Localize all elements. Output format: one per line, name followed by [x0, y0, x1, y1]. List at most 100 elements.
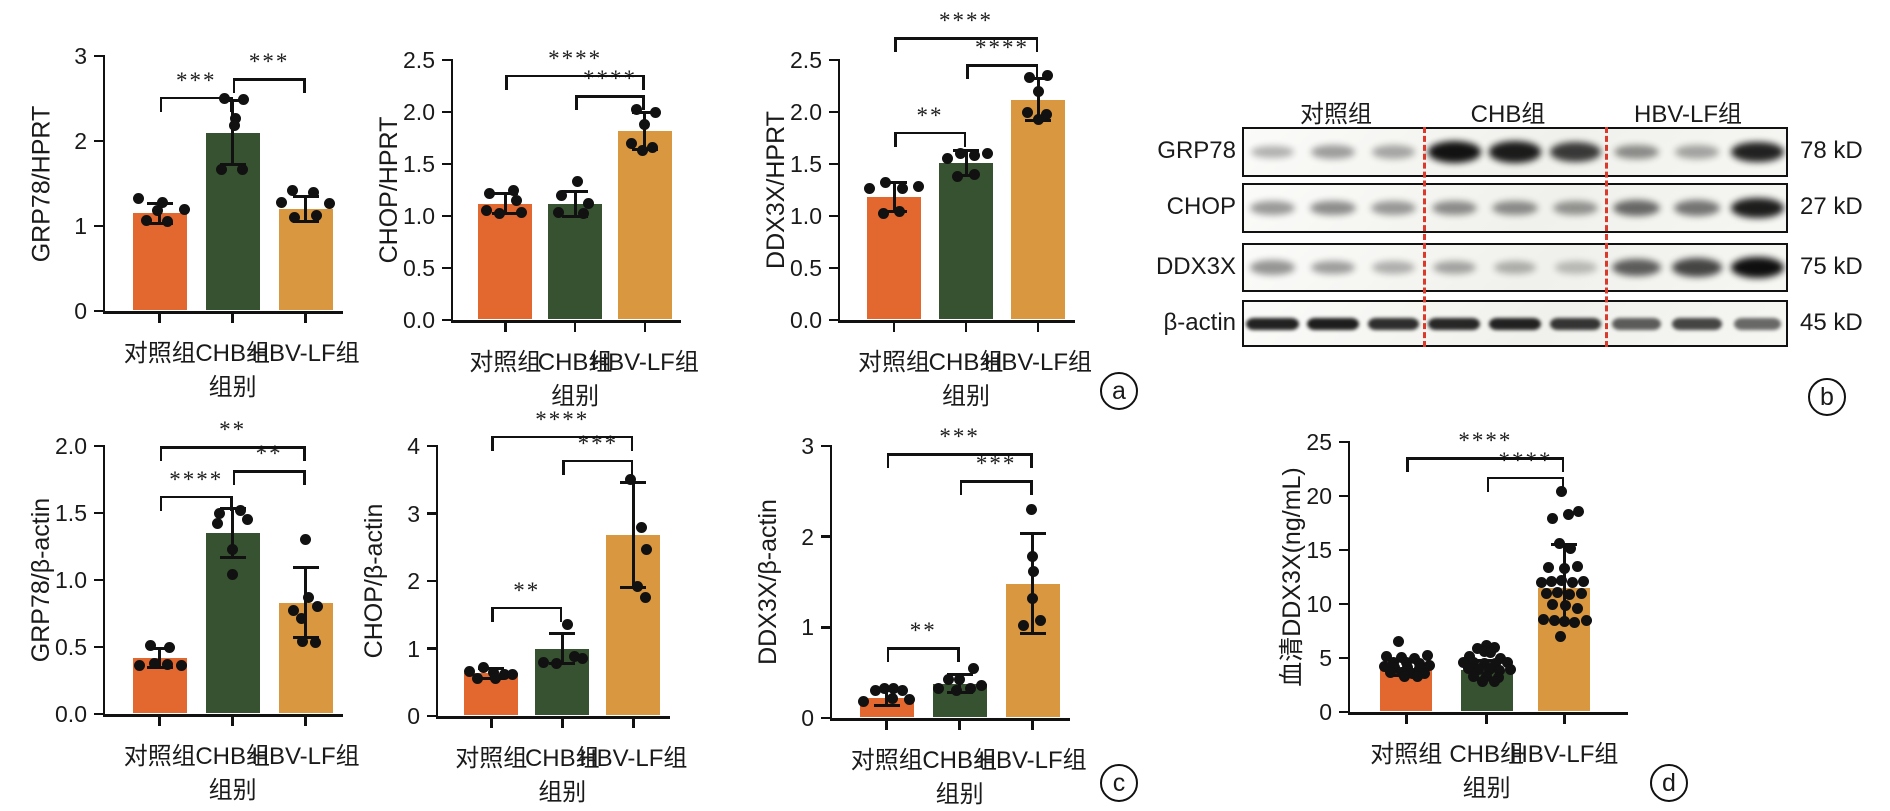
data-point [275, 196, 287, 208]
data-point [1483, 664, 1495, 676]
y-axis-tick [93, 444, 103, 448]
significance-bracket-line [1486, 476, 1565, 480]
blot-band [1428, 317, 1481, 330]
significance-label: **** [548, 45, 603, 71]
significance-label: ** [255, 441, 283, 467]
y-tick-label: 2 [407, 568, 420, 594]
data-point [1472, 642, 1484, 654]
x-axis-title: 组别 [208, 777, 257, 804]
data-point [625, 474, 637, 486]
y-axis-tick [828, 214, 838, 218]
data-point [156, 196, 168, 208]
significance-bracket-line [505, 74, 645, 78]
blot-band [1554, 261, 1597, 274]
significance-bracket-tick [159, 446, 163, 461]
data-point [310, 210, 322, 222]
y-axis-tick [820, 444, 830, 448]
data-point [1378, 661, 1390, 673]
data-point [1485, 647, 1497, 659]
data-point [556, 189, 568, 201]
data-point [516, 207, 528, 219]
data-point [1402, 662, 1414, 674]
data-point [1032, 113, 1044, 125]
significance-label: **** [582, 66, 637, 92]
bar [132, 213, 187, 310]
data-point [242, 514, 254, 526]
data-point [639, 118, 651, 130]
data-point [140, 215, 152, 227]
data-point [951, 685, 963, 697]
data-point [237, 93, 249, 105]
y-axis-tick [93, 54, 103, 58]
data-point [640, 592, 651, 604]
significance-bracket-tick [894, 37, 897, 53]
data-point [886, 692, 898, 704]
significance-bracket-tick [1561, 457, 1565, 473]
data-point [647, 141, 659, 153]
data-point [1017, 620, 1029, 632]
x-category-label: 对照组 [469, 349, 542, 376]
y-tick-label: 3 [74, 43, 87, 69]
significance-bracket-tick [303, 446, 306, 461]
data-point [1569, 616, 1581, 628]
significance-bracket-tick [575, 95, 578, 111]
data-point [227, 543, 239, 555]
error-bar-line [231, 508, 235, 558]
significance-bracket-tick [303, 470, 306, 486]
error-bar-cap-bottom [219, 555, 246, 559]
x-axis-tick [231, 716, 234, 726]
significance-bracket-line [886, 647, 960, 650]
significance-label: **** [939, 8, 993, 34]
data-point [932, 682, 944, 694]
data-point [631, 580, 643, 592]
error-bar-cap-bottom [219, 163, 246, 167]
significance-bracket-tick [491, 606, 494, 622]
data-point [650, 106, 662, 118]
significance-label: *** [939, 424, 980, 450]
blot-band [1488, 317, 1542, 330]
y-axis-tick [441, 162, 451, 166]
significance-label: ** [513, 577, 541, 603]
y-axis-tick [426, 647, 436, 650]
blot-band [1493, 261, 1537, 274]
y-tick-label: 2.0 [790, 99, 822, 125]
x-axis-tick [304, 313, 307, 323]
data-point [1560, 599, 1572, 611]
significance-bracket-line [232, 470, 306, 473]
data-point [1478, 646, 1490, 658]
significance-bracket-line [491, 435, 634, 439]
data-point [133, 660, 145, 672]
error-bar-line [892, 182, 896, 212]
data-point [1540, 587, 1552, 599]
panel-label-d: d [1650, 764, 1688, 802]
error-bar-cap-top [1019, 532, 1046, 536]
data-point [1389, 661, 1401, 673]
significance-bracket-tick [886, 647, 890, 663]
significance-bracket-tick [1035, 64, 1038, 80]
y-tick-label: 0.5 [55, 634, 87, 660]
error-bar-cap-top [219, 507, 246, 511]
blot-size-label: 27 kD [1800, 193, 1863, 220]
data-point [1555, 630, 1566, 642]
error-bar-line [1036, 78, 1040, 121]
significance-bracket-tick [159, 495, 163, 511]
error-bar-cap-top [219, 98, 246, 102]
y-axis-tick [828, 58, 838, 62]
data-point [472, 673, 484, 685]
data-point [537, 656, 549, 668]
significance-bracket-line [894, 131, 966, 135]
error-bar-cap-bottom [492, 212, 519, 216]
data-point [551, 657, 563, 669]
data-point [1558, 562, 1570, 574]
x-axis-tick [958, 720, 961, 730]
error-bar-cap-bottom [549, 661, 576, 665]
blot-band [1367, 317, 1420, 330]
x-axis-tick [158, 313, 161, 323]
y-axis-title: GRP78/HPRT [27, 105, 55, 262]
data-point [300, 534, 312, 546]
data-point [636, 144, 648, 156]
blot-size-label: 78 kD [1800, 137, 1863, 164]
y-axis-tick [1338, 440, 1348, 444]
error-bar-line [964, 150, 968, 176]
data-point [1488, 676, 1500, 688]
